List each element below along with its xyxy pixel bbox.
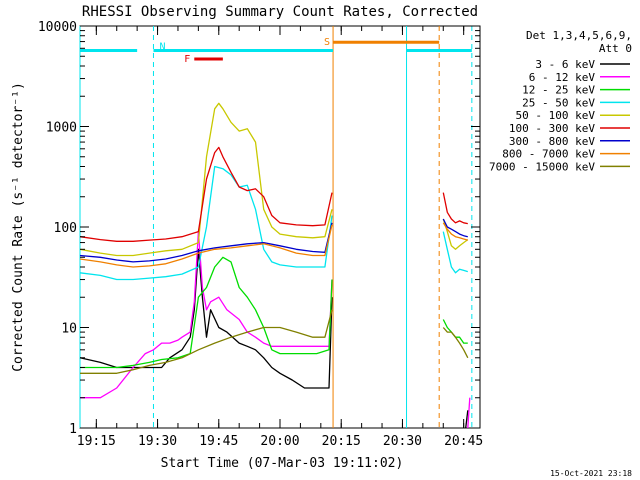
series-line-2 [80, 256, 333, 369]
chart-title: RHESSI Observing Summary Count Rates, Co… [82, 4, 478, 20]
x-tick-label: 19:30 [138, 434, 177, 449]
generation-timestamp: 15-Oct-2021 23:18 [550, 469, 632, 478]
y-tick-label: 100 [54, 221, 77, 236]
legend-label: 12 - 25 keV [522, 84, 595, 97]
legend-label: 100 - 300 keV [509, 122, 595, 135]
legend-label: 50 - 100 keV [516, 109, 596, 122]
series-line-8 [442, 327, 469, 359]
legend-label: 6 - 12 keV [529, 71, 596, 84]
x-tick-label: 19:15 [77, 434, 116, 449]
legend-label: 3 - 6 keV [535, 58, 595, 71]
y-axis: 1 10 100 1000 10000 [38, 20, 480, 437]
series-line-1 [467, 397, 471, 429]
series-line-0 [465, 410, 469, 429]
y-tick-label: 1000 [46, 121, 77, 136]
series-line-6 [442, 218, 468, 238]
marker-label-f: F [184, 54, 190, 65]
legend-header-line-1: Det 1,3,4,5,6,9, [526, 29, 632, 42]
x-tick-label: 20:00 [260, 434, 299, 449]
series-lines [79, 102, 471, 429]
series-line-3 [79, 165, 333, 281]
legend-label: 300 - 800 keV [509, 135, 595, 148]
x-tick-label: 20:45 [444, 434, 483, 449]
marker-label-n: N [159, 42, 165, 53]
series-line-0 [79, 248, 333, 389]
series-line-8 [80, 309, 333, 374]
plot-area: N F S [79, 25, 481, 429]
marker-label-s: S [324, 37, 330, 48]
y-axis-label: Corrected Count Rate (s⁻¹ detector⁻¹) [11, 82, 26, 372]
series-line-3 [442, 231, 468, 274]
x-axis-label: Start Time (07-Mar-03 19:11:02) [161, 456, 404, 471]
legend-label: 800 - 7000 keV [502, 148, 595, 161]
series-line-4 [442, 218, 469, 250]
series-line-1 [80, 230, 333, 399]
series-line-5 [442, 192, 468, 225]
series-line-5 [79, 146, 333, 242]
series-line-4 [79, 102, 333, 257]
y-tick-label: 10 [61, 322, 77, 337]
series-line-7 [79, 224, 333, 268]
legend-header-line-2: Att 0 [599, 42, 632, 55]
x-tick-label: 20:30 [383, 434, 422, 449]
x-tick-label: 20:15 [322, 434, 361, 449]
series-line-7 [442, 222, 468, 241]
legend-label: 7000 - 15000 keV [489, 160, 595, 173]
phase-markers: N F S [80, 37, 472, 65]
x-axis: 19:15 19:30 19:45 20:00 20:15 20:30 20:45 [77, 26, 483, 449]
x-tick-label: 19:45 [199, 434, 238, 449]
legend-label: 25 - 50 keV [522, 96, 595, 109]
y-tick-label: 1 [69, 422, 77, 437]
y-tick-label: 10000 [38, 20, 77, 35]
series-line-6 [79, 222, 333, 263]
